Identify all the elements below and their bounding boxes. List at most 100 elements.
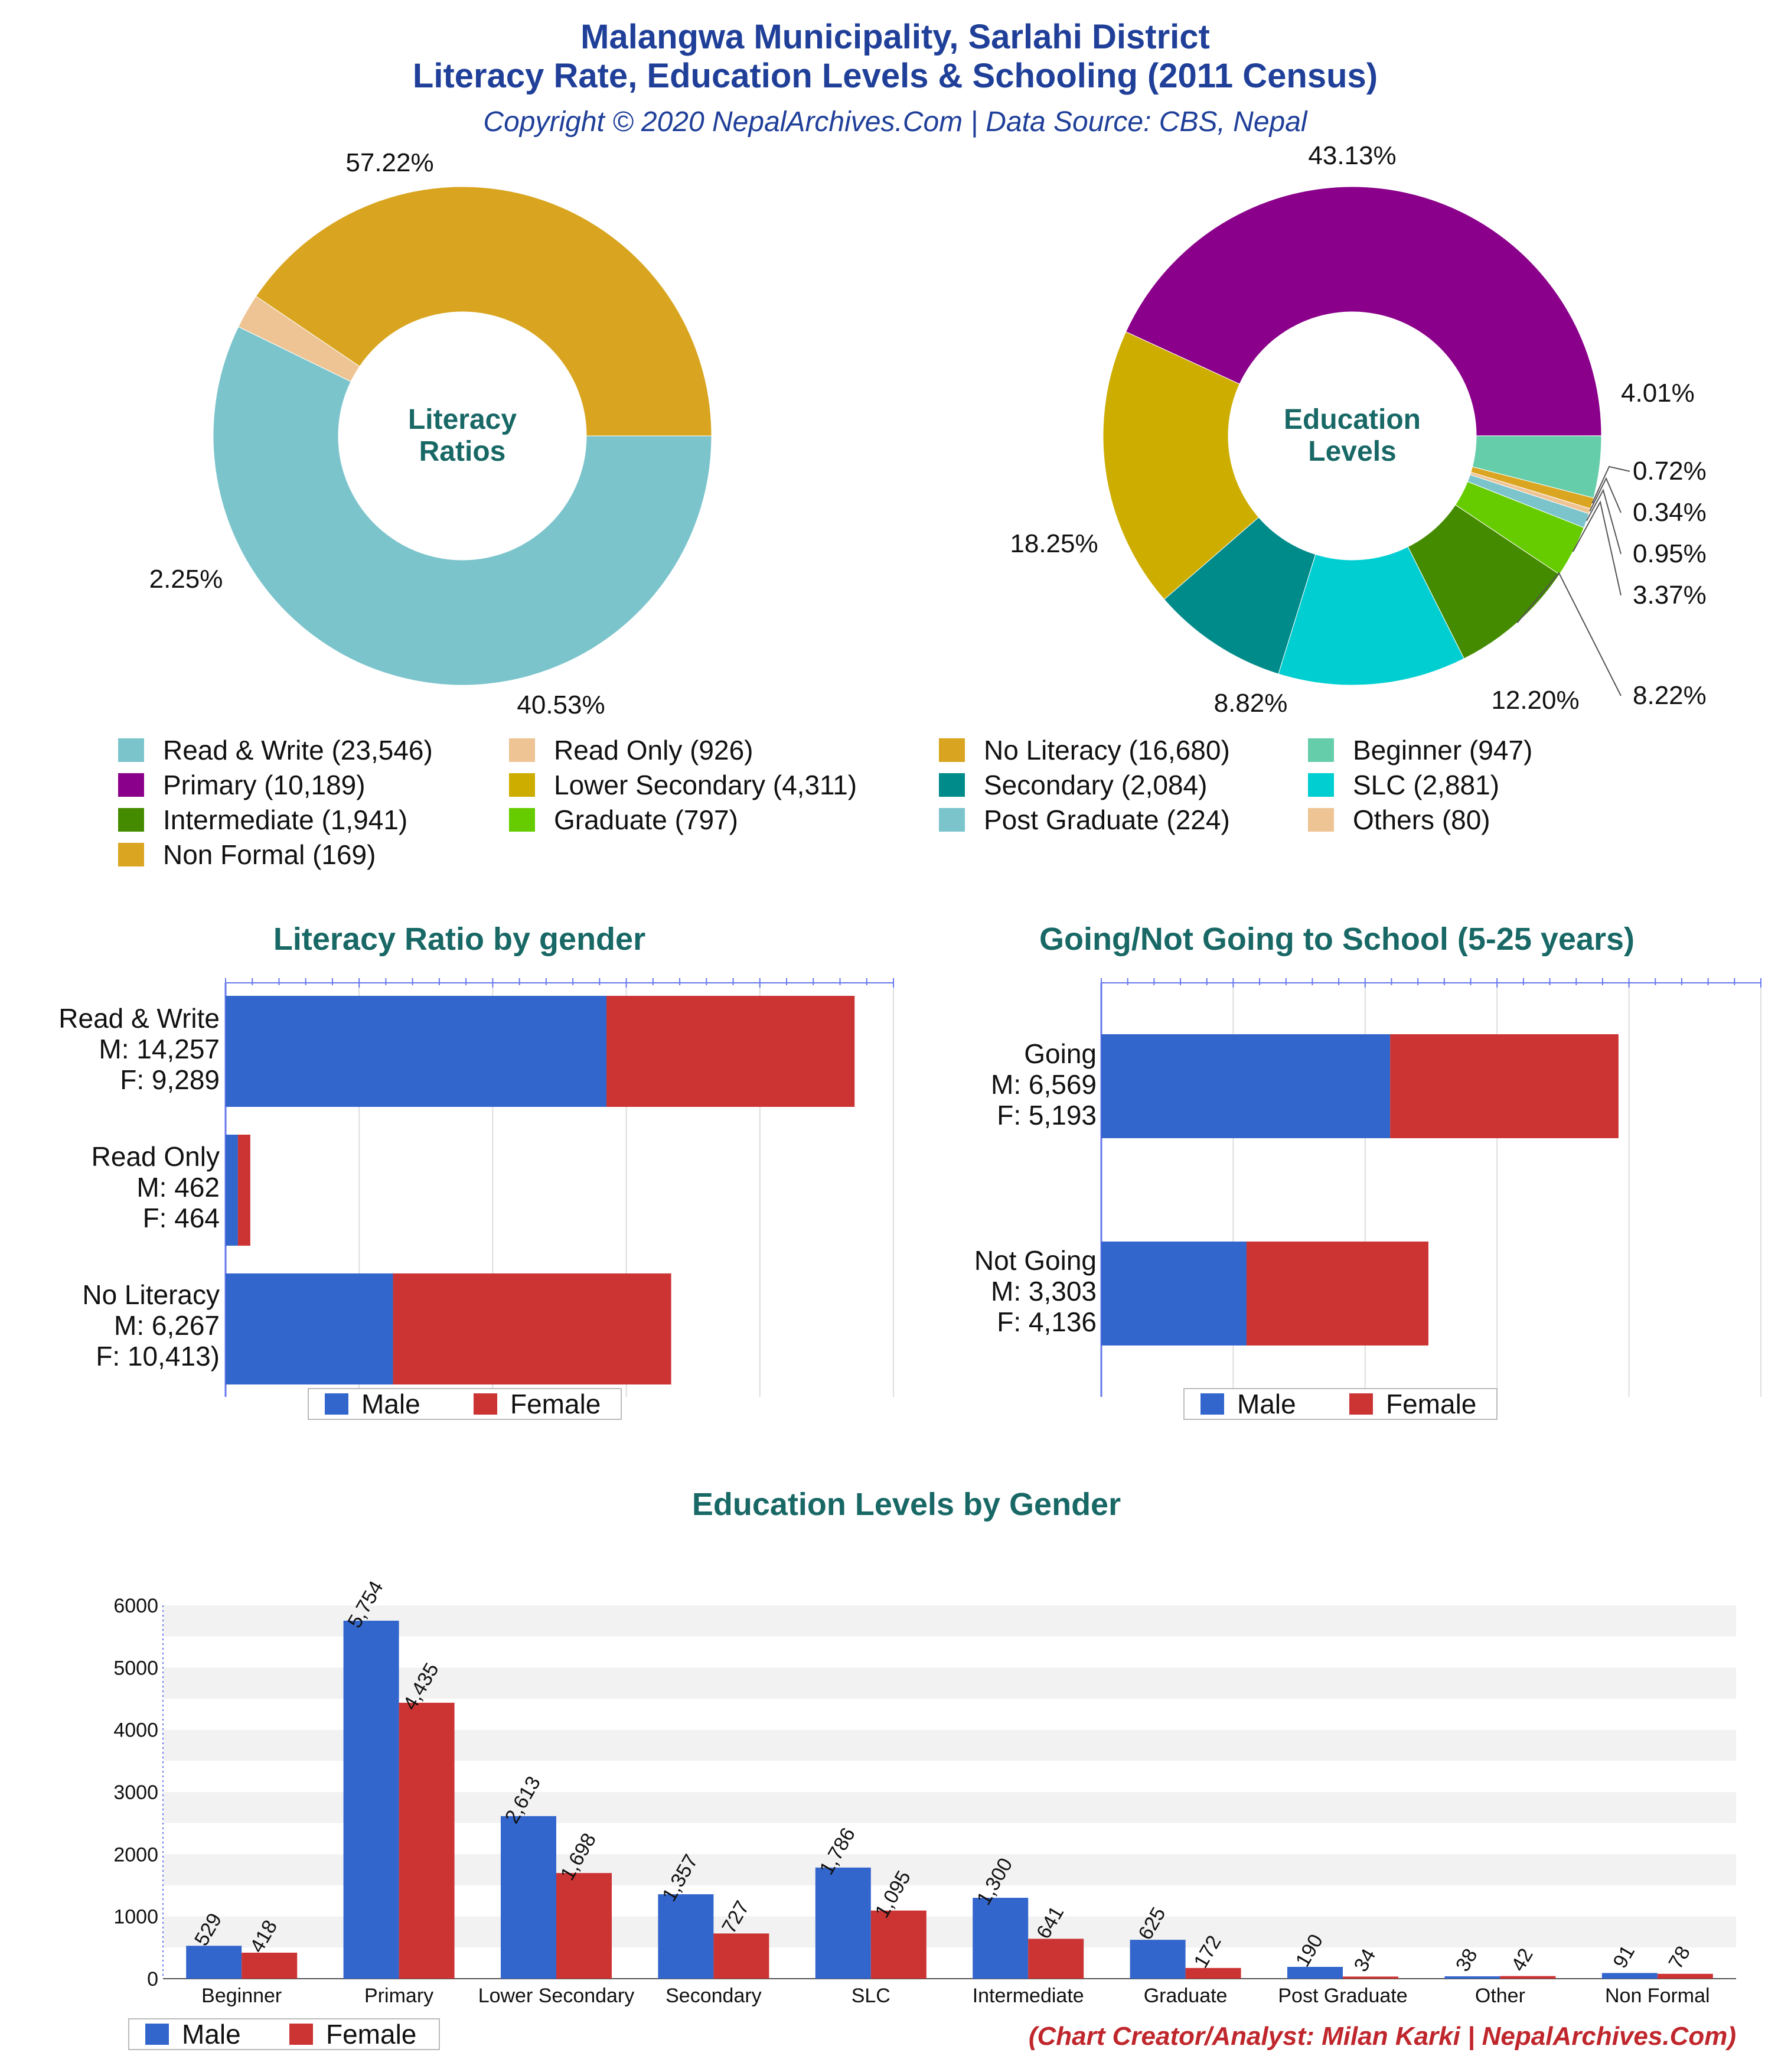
legend-item-primary: Primary (10,189)	[118, 770, 366, 800]
legend-swatch-male	[145, 2024, 169, 2045]
slice-percent-label: 43.13%	[1308, 141, 1396, 170]
category-label: F: 464	[143, 1203, 220, 1233]
x-tick-label: Primary	[364, 1985, 433, 2007]
leader-line	[1572, 500, 1622, 596]
category-label: Not Going	[974, 1245, 1097, 1276]
bar-female-non-formal	[1657, 1973, 1713, 1979]
main-legend: Read & Write (23,546) Read Only (926) No L…	[118, 735, 1532, 870]
legend-swatch	[118, 808, 144, 832]
category-label: F: 5,193	[997, 1100, 1097, 1131]
legend-item-slc: SLC (2,881)	[1308, 770, 1499, 800]
legend-item-intermediate: Intermediate (1,941)	[118, 804, 407, 835]
slice-lower-secondary	[1102, 331, 1260, 600]
category-label: M: 462	[136, 1172, 220, 1203]
bar-male-read-write	[226, 996, 606, 1107]
slice-percent-label: 0.34%	[1633, 498, 1707, 527]
bar-male-beginner	[186, 1946, 242, 1979]
leader-line	[1586, 488, 1622, 555]
slice-read-write	[213, 326, 712, 686]
leader-line	[1589, 477, 1622, 513]
bar-male-post-graduate	[1287, 1966, 1343, 1979]
legend-box	[308, 1388, 622, 1420]
slice-percent-label: 0.72%	[1633, 457, 1707, 486]
x-tick-label: Other	[1475, 1985, 1525, 2007]
category-label: M: 14,257	[99, 1034, 220, 1064]
chart-legend: Male Female	[308, 1388, 622, 1420]
legend-item-read-only: Read Only (926)	[509, 735, 753, 765]
bar-female-going	[1390, 1034, 1619, 1138]
legend-swatch	[509, 773, 535, 797]
x-tick-label: Lower Secondary	[478, 1985, 635, 2007]
bar-male-intermediate	[973, 1898, 1029, 1979]
y-tick-label: 5000	[113, 1657, 158, 1679]
legend-label: Intermediate (1,941)	[163, 804, 407, 835]
bar-male-other	[1444, 1976, 1500, 1979]
legend-label-male: Male	[361, 1389, 420, 1419]
category-label: M: 6,569	[991, 1069, 1097, 1100]
bar-female-primary	[399, 1702, 455, 1979]
bar-male-graduate	[1130, 1940, 1186, 1979]
subtitle: Copyright © 2020 NepalArchives.Com | Dat…	[483, 106, 1307, 138]
chart-legend: Male Female	[128, 2018, 440, 2050]
legend-label: Lower Secondary (4,311)	[554, 770, 857, 800]
legend-box	[128, 2018, 440, 2050]
category-label: F: 10,413)	[96, 1341, 220, 1371]
bar-male-lower-secondary	[501, 1816, 556, 1979]
legend-label: Read & Write (23,546)	[163, 735, 433, 765]
legend-label: No Literacy (16,680)	[984, 735, 1230, 765]
title-line-2: Literacy Rate, Education Levels & School…	[413, 57, 1378, 95]
slice-slc	[1278, 546, 1465, 686]
grid-band	[163, 1636, 1736, 1668]
grid-band	[163, 1667, 1736, 1699]
bar-female-read-only	[237, 1135, 250, 1246]
legend-swatch	[939, 738, 965, 762]
bar-female-not-going	[1246, 1242, 1428, 1346]
bar-male-non-formal	[1601, 1973, 1658, 1979]
legend-box	[1183, 1388, 1498, 1420]
legend-item-read-write: Read & Write (23,546)	[118, 735, 433, 765]
x-tick-label: SLC	[852, 1985, 890, 2007]
category-label: M: 6,267	[114, 1310, 220, 1341]
legend-label: Post Graduate (224)	[984, 804, 1230, 835]
legend-label: Primary (10,189)	[163, 770, 366, 800]
legend-swatch	[939, 808, 965, 832]
x-tick-label: Post Graduate	[1278, 1985, 1407, 2007]
education-gender-title: Education Levels by Gender	[692, 1487, 1121, 1522]
legend-swatch	[1308, 808, 1334, 832]
legend-label-female: Female	[510, 1389, 601, 1419]
bar-female-post-graduate	[1343, 1976, 1398, 1979]
category-label: M: 3,303	[991, 1276, 1097, 1307]
y-tick-label: 0	[147, 1968, 158, 1990]
slice-primary	[1125, 186, 1602, 436]
category-label: F: 4,136	[997, 1307, 1097, 1337]
legend-label: Read Only (926)	[554, 735, 753, 765]
slice-percent-label: 57.22%	[345, 148, 433, 177]
legend-item-post-graduate: Post Graduate (224)	[939, 804, 1230, 835]
x-tick-label: Secondary	[665, 1985, 762, 2007]
bar-female-graduate	[1185, 1967, 1241, 1979]
legend-label: SLC (2,881)	[1353, 770, 1499, 800]
x-tick-label: Non Formal	[1605, 1985, 1710, 2007]
legend-label-male: Male	[182, 2019, 241, 2050]
legend-item-beginner: Beginner (947)	[1308, 735, 1532, 765]
bar-male-going	[1101, 1034, 1391, 1138]
legend-item-lower-secondary: Lower Secondary (4,311)	[509, 770, 857, 800]
legend-swatch	[118, 843, 144, 866]
legend-label-female: Female	[326, 2019, 416, 2050]
bar-female-intermediate	[1028, 1939, 1084, 1979]
legend-label: Beginner (947)	[1353, 735, 1532, 765]
y-tick-label: 6000	[113, 1595, 158, 1617]
bar-female-other	[1500, 1976, 1556, 1979]
slice-percent-label: 12.20%	[1491, 686, 1579, 715]
legend-label-male: Male	[1237, 1389, 1296, 1419]
x-tick-label: Intermediate	[973, 1985, 1084, 2007]
leader-line	[1591, 465, 1630, 504]
slice-percent-label: 18.25%	[1010, 529, 1098, 558]
legend-item-no-literacy: No Literacy (16,680)	[939, 735, 1230, 765]
y-tick-label: 1000	[113, 1906, 158, 1928]
legend-label: Graduate (797)	[554, 804, 738, 835]
credit-text: (Chart Creator/Analyst: Milan Karki | Ne…	[1029, 2022, 1736, 2051]
legend-label: Secondary (2,084)	[984, 770, 1207, 800]
